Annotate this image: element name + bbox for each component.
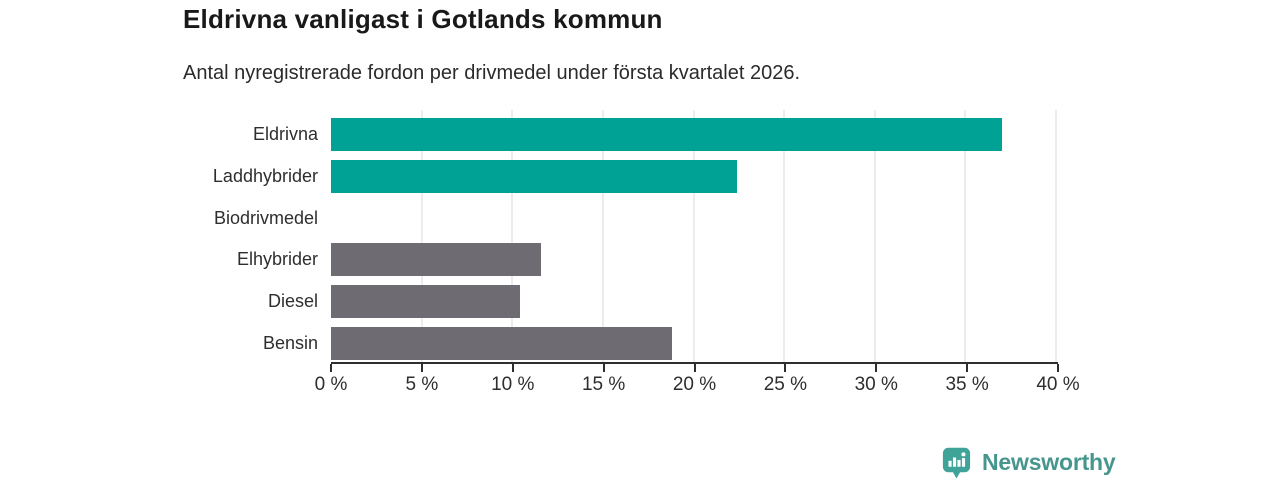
gridline bbox=[420, 110, 423, 362]
tick-label: 40 % bbox=[1036, 374, 1080, 395]
bar bbox=[331, 285, 520, 319]
tick-label: 30 % bbox=[854, 374, 898, 395]
tick-label: 15 % bbox=[581, 374, 626, 395]
plot-area bbox=[331, 114, 1056, 364]
tick-label: 35 % bbox=[945, 374, 989, 395]
tick-label: 5 % bbox=[405, 374, 439, 395]
bar-rows bbox=[331, 114, 1056, 364]
gridline bbox=[692, 110, 695, 362]
x-axis bbox=[330, 362, 1059, 372]
bar-row bbox=[331, 239, 1056, 281]
tick-label: 0 % bbox=[314, 374, 348, 395]
axis-tick bbox=[420, 364, 423, 372]
axis-tick bbox=[693, 364, 696, 372]
bar-row bbox=[331, 156, 1056, 198]
axis-tick bbox=[875, 364, 878, 372]
axis-tick bbox=[602, 364, 605, 372]
gridline bbox=[601, 110, 604, 362]
bar bbox=[331, 160, 737, 193]
bar bbox=[331, 326, 672, 360]
bar-row bbox=[331, 322, 1056, 364]
gridline bbox=[511, 110, 514, 362]
bar-row bbox=[331, 281, 1056, 323]
brand-footer: Newsworthy bbox=[940, 445, 1116, 479]
bar-row bbox=[331, 197, 1056, 239]
brand-name: Newsworthy bbox=[982, 448, 1116, 475]
bar-chart-speech-bubble-icon bbox=[942, 447, 971, 479]
category-label: Eldrivna bbox=[252, 124, 318, 145]
x-axis-tick-labels: 0 % 5 % 10 % 15 % 20 % 25 % 30 % 35 % 40 % bbox=[315, 374, 1080, 398]
bar bbox=[331, 243, 542, 277]
bar bbox=[331, 118, 1002, 152]
axis-tick bbox=[511, 364, 514, 372]
gridline bbox=[1055, 110, 1057, 362]
axis-tick bbox=[966, 364, 969, 372]
chart-title: Eldrivna vanligast i Gotlands kommun bbox=[183, 4, 663, 34]
tick-label: 20 % bbox=[672, 374, 717, 395]
tick-label: 10 % bbox=[491, 374, 535, 395]
gridline bbox=[964, 110, 967, 362]
axis-tick bbox=[330, 364, 332, 372]
gridline bbox=[783, 110, 786, 362]
bar-row bbox=[331, 114, 1056, 156]
category-label: Laddhybrider bbox=[212, 166, 318, 186]
tick-label: 25 % bbox=[763, 374, 808, 395]
category-label: Biodrivmedel bbox=[213, 207, 318, 228]
chart-subtitle: Antal nyregistrerade fordon per drivmede… bbox=[183, 62, 801, 84]
axis-tick bbox=[1057, 364, 1059, 372]
category-labels: Eldrivna Laddhybrider Biodrivmedel Elhybrid… bbox=[0, 114, 318, 364]
category-label: Diesel bbox=[267, 291, 318, 312]
gridlines bbox=[331, 110, 1057, 362]
axis-tick bbox=[784, 364, 787, 372]
category-label: Elhybrider bbox=[236, 249, 318, 270]
gridline bbox=[873, 110, 876, 362]
category-label: Bensin bbox=[262, 332, 318, 353]
